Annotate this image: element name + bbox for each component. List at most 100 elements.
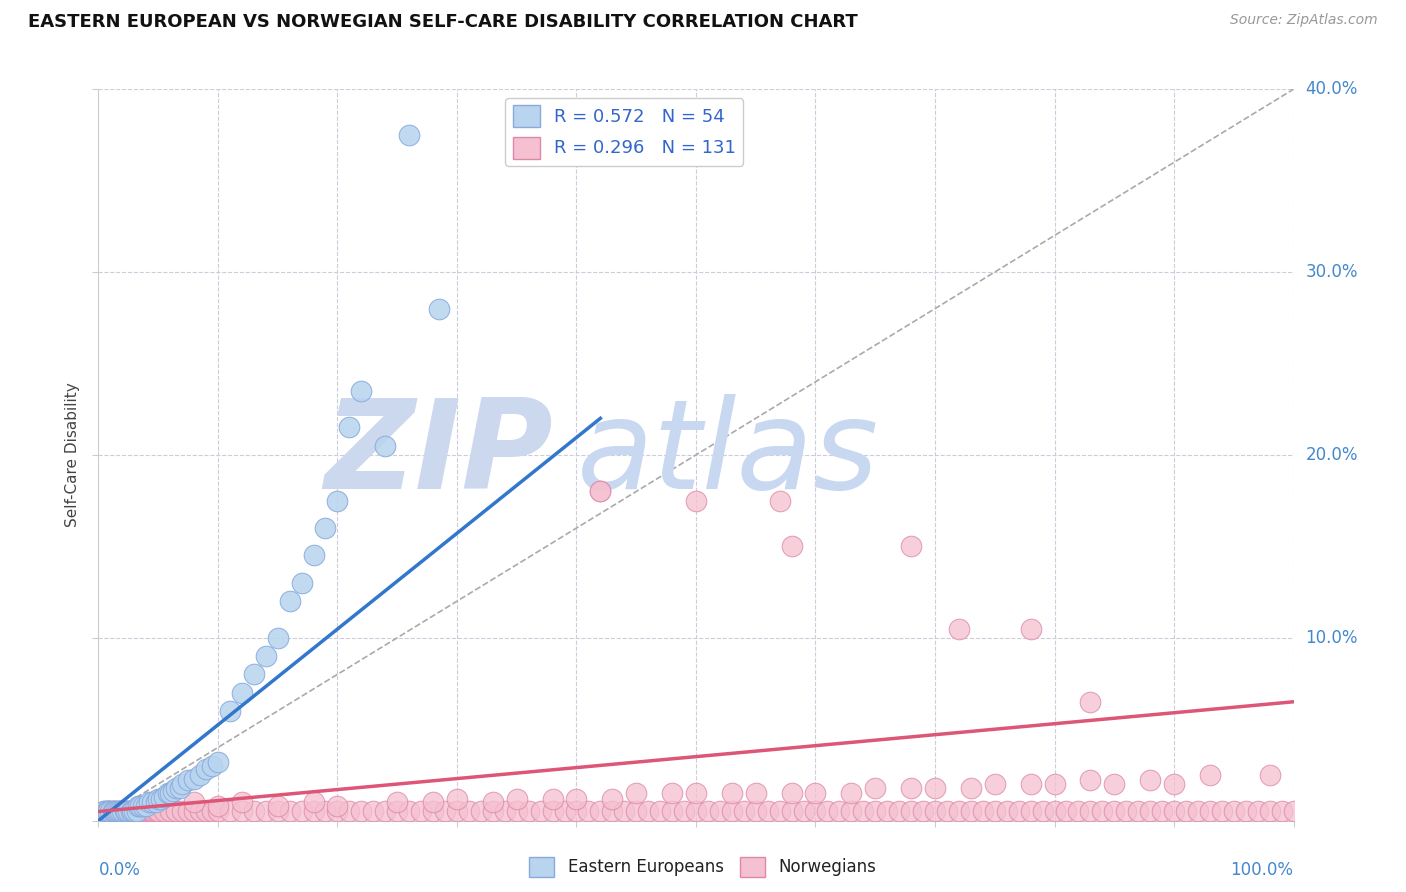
- Point: [589, 484, 612, 499]
- Text: 20.0%: 20.0%: [1305, 446, 1358, 464]
- Point: [494, 805, 516, 819]
- Point: [648, 805, 672, 819]
- Point: [135, 805, 157, 819]
- Point: [114, 805, 136, 819]
- Point: [141, 796, 163, 810]
- Point: [254, 649, 277, 664]
- Point: [156, 786, 179, 800]
- Point: [983, 805, 1005, 819]
- Point: [124, 805, 146, 819]
- Point: [600, 805, 623, 819]
- Point: [481, 796, 505, 810]
- Point: [565, 805, 588, 819]
- Point: [1043, 777, 1066, 791]
- Point: [793, 805, 815, 819]
- Point: [768, 805, 790, 819]
- Point: [326, 799, 349, 814]
- Point: [169, 780, 191, 795]
- Point: [863, 805, 886, 819]
- Point: [1128, 805, 1150, 819]
- Point: [900, 805, 922, 819]
- Point: [517, 805, 540, 819]
- Point: [114, 805, 136, 819]
- Point: [554, 805, 576, 819]
- Point: [1080, 695, 1102, 709]
- Point: [1139, 773, 1161, 788]
- Point: [138, 796, 160, 810]
- Point: [96, 805, 118, 819]
- Point: [959, 780, 981, 795]
- Point: [159, 805, 181, 819]
- Point: [828, 805, 851, 819]
- Point: [1271, 805, 1294, 819]
- Point: [290, 576, 312, 591]
- Point: [600, 791, 623, 805]
- Point: [900, 539, 922, 553]
- Point: [97, 805, 120, 819]
- Point: [125, 805, 148, 819]
- Point: [398, 128, 420, 142]
- Point: [120, 805, 142, 819]
- Point: [1019, 777, 1042, 791]
- Point: [315, 805, 337, 819]
- Point: [165, 780, 187, 795]
- Point: [149, 791, 172, 805]
- Point: [385, 796, 409, 810]
- Point: [1043, 805, 1066, 819]
- Point: [756, 805, 779, 819]
- Point: [385, 805, 409, 819]
- Point: [458, 805, 481, 819]
- Point: [278, 594, 301, 608]
- Point: [231, 805, 253, 819]
- Point: [709, 805, 731, 819]
- Point: [1258, 768, 1281, 782]
- Point: [745, 805, 768, 819]
- Point: [972, 805, 994, 819]
- Point: [103, 805, 125, 819]
- Point: [427, 301, 450, 316]
- Point: [433, 805, 456, 819]
- Point: [188, 805, 211, 819]
- Point: [183, 796, 205, 810]
- Point: [1115, 805, 1137, 819]
- Point: [661, 786, 683, 800]
- Point: [780, 539, 803, 553]
- Point: [188, 768, 211, 782]
- Point: [337, 805, 360, 819]
- Y-axis label: Self-Care Disability: Self-Care Disability: [65, 383, 80, 527]
- Point: [889, 805, 911, 819]
- Point: [1211, 805, 1233, 819]
- Point: [219, 704, 242, 718]
- Point: [207, 805, 229, 819]
- Point: [326, 805, 349, 819]
- Point: [132, 805, 155, 819]
- Point: [935, 805, 957, 819]
- Legend: Eastern Europeans, Norwegians: Eastern Europeans, Norwegians: [523, 850, 883, 884]
- Point: [302, 549, 325, 563]
- Point: [1007, 805, 1029, 819]
- Point: [172, 777, 194, 791]
- Point: [131, 805, 153, 819]
- Point: [721, 786, 744, 800]
- Point: [697, 805, 720, 819]
- Point: [780, 805, 803, 819]
- Point: [107, 805, 129, 819]
- Point: [207, 755, 229, 769]
- Point: [231, 796, 253, 810]
- Point: [93, 805, 115, 819]
- Text: 0.0%: 0.0%: [98, 861, 141, 879]
- Point: [121, 805, 143, 819]
- Point: [145, 805, 167, 819]
- Text: EASTERN EUROPEAN VS NORWEGIAN SELF-CARE DISABILITY CORRELATION CHART: EASTERN EUROPEAN VS NORWEGIAN SELF-CARE …: [28, 13, 858, 31]
- Point: [115, 805, 138, 819]
- Point: [1258, 805, 1281, 819]
- Text: ZIP: ZIP: [323, 394, 553, 516]
- Point: [1282, 805, 1305, 819]
- Text: 10.0%: 10.0%: [1305, 629, 1358, 647]
- Point: [350, 384, 373, 398]
- Point: [129, 799, 152, 814]
- Point: [745, 786, 768, 800]
- Point: [637, 805, 659, 819]
- Point: [183, 805, 205, 819]
- Point: [411, 805, 433, 819]
